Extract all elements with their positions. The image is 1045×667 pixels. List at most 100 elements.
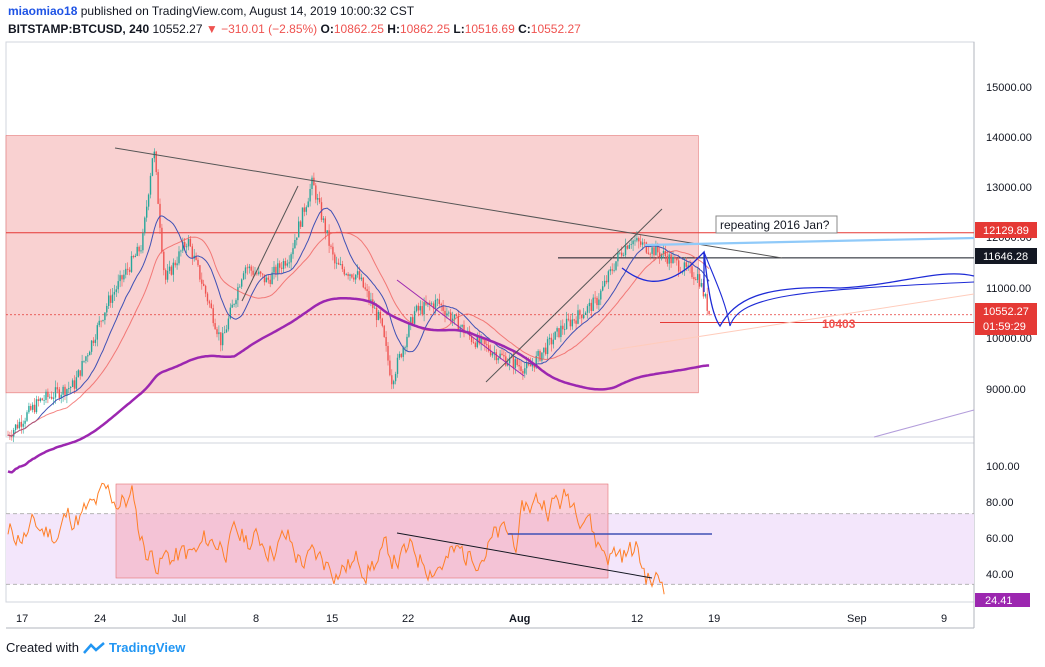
- candle-body: [459, 326, 461, 331]
- time-tick: 15: [326, 613, 338, 625]
- candle-body: [457, 315, 459, 331]
- candle-body: [108, 295, 110, 306]
- candle-body: [451, 318, 454, 321]
- rsi-pane: [6, 482, 974, 595]
- candle-body: [90, 340, 93, 352]
- candle-body: [548, 337, 551, 340]
- candle-body: [98, 320, 100, 326]
- candle-body: [47, 391, 49, 398]
- candle-body: [581, 314, 583, 319]
- candle-body: [455, 314, 458, 316]
- rsi-tick: 100.00: [986, 461, 1020, 473]
- candle-body: [113, 291, 116, 295]
- candle-body: [22, 423, 24, 427]
- projection-path: [621, 250, 975, 328]
- candle-body: [66, 389, 68, 396]
- candle-body: [218, 332, 220, 335]
- candle-body: [425, 302, 427, 305]
- candle-body: [520, 366, 522, 372]
- candle-body: [20, 421, 22, 427]
- footer-brand[interactable]: TradingView: [108, 640, 186, 655]
- candle-body: [170, 266, 173, 275]
- candle-body: [634, 240, 636, 242]
- candle-body: [56, 387, 59, 390]
- candle-body: [260, 271, 262, 274]
- candle-body: [497, 358, 499, 361]
- candle-body: [298, 221, 300, 238]
- candle-body: [605, 280, 608, 283]
- rsi-zone: [115, 483, 609, 579]
- candle-body: [408, 324, 410, 337]
- candle-body: [343, 269, 345, 275]
- candle-body: [489, 350, 492, 356]
- candle-body: [636, 238, 638, 241]
- candle-body: [68, 388, 70, 390]
- candle-body: [176, 263, 178, 266]
- candle-body: [543, 347, 545, 353]
- candle-body: [406, 336, 408, 348]
- candle-body: [387, 345, 389, 361]
- price-pane: [5, 135, 975, 474]
- price-tick: 10000.00: [986, 333, 1032, 345]
- candle-body: [351, 274, 353, 278]
- candle-body: [552, 339, 554, 345]
- candle-body: [273, 266, 275, 273]
- candle-body: [52, 397, 55, 399]
- time-tick: Jul: [172, 613, 186, 625]
- author-name[interactable]: miaomiao18: [8, 4, 78, 18]
- candle-body: [39, 398, 41, 401]
- candle-body: [231, 304, 233, 308]
- ascending-trendline: [485, 208, 663, 383]
- candle-body: [583, 314, 585, 319]
- candle-body: [147, 194, 150, 207]
- descending-trendline: [114, 147, 783, 259]
- candle-body: [349, 274, 351, 276]
- candle-body: [184, 242, 186, 248]
- candle-body: [364, 287, 366, 290]
- symbol-label[interactable]: BITSTAMP:BTCUSD, 240: [8, 22, 150, 36]
- callout-box[interactable]: [715, 215, 838, 234]
- candle-body: [622, 255, 625, 256]
- candle-body: [550, 337, 553, 345]
- candle-body: [206, 293, 209, 302]
- candle-body: [573, 319, 575, 321]
- candle-body: [237, 287, 239, 301]
- candle-body: [609, 269, 611, 272]
- candle-body: [687, 265, 689, 267]
- candle-body: [301, 207, 304, 227]
- candle-body: [360, 277, 363, 280]
- candle-body: [537, 350, 539, 356]
- down-arrow-icon: ▼: [205, 22, 218, 36]
- candle-body: [337, 262, 340, 265]
- candle-body: [79, 370, 81, 376]
- candle-body: [11, 436, 13, 438]
- candle-body: [58, 389, 60, 399]
- candle-body: [353, 277, 355, 280]
- candle-body: [383, 325, 385, 337]
- candle-body: [577, 310, 579, 324]
- candle-body: [282, 261, 285, 269]
- candle-body: [419, 306, 421, 311]
- candle-body: [163, 251, 165, 271]
- candle-body: [204, 285, 207, 294]
- candle-body: [674, 257, 676, 259]
- candle-body: [529, 364, 532, 367]
- candle-body: [144, 217, 146, 234]
- candle-body: [391, 375, 393, 385]
- low-value: 10516.69: [464, 22, 515, 36]
- candle-body: [248, 266, 250, 269]
- candle-body: [83, 360, 85, 362]
- candle-body: [182, 242, 184, 251]
- projection-line: [611, 293, 975, 351]
- time-tick: 17: [16, 613, 28, 625]
- time-tick: 24: [94, 613, 106, 625]
- candle-body: [478, 335, 480, 344]
- candle-body: [590, 302, 592, 311]
- candle-body: [149, 175, 152, 195]
- close-label: C:: [518, 22, 531, 36]
- candle-body: [252, 270, 254, 275]
- candle-body: [125, 268, 127, 275]
- candle-body: [60, 394, 62, 399]
- candle-body: [446, 313, 448, 316]
